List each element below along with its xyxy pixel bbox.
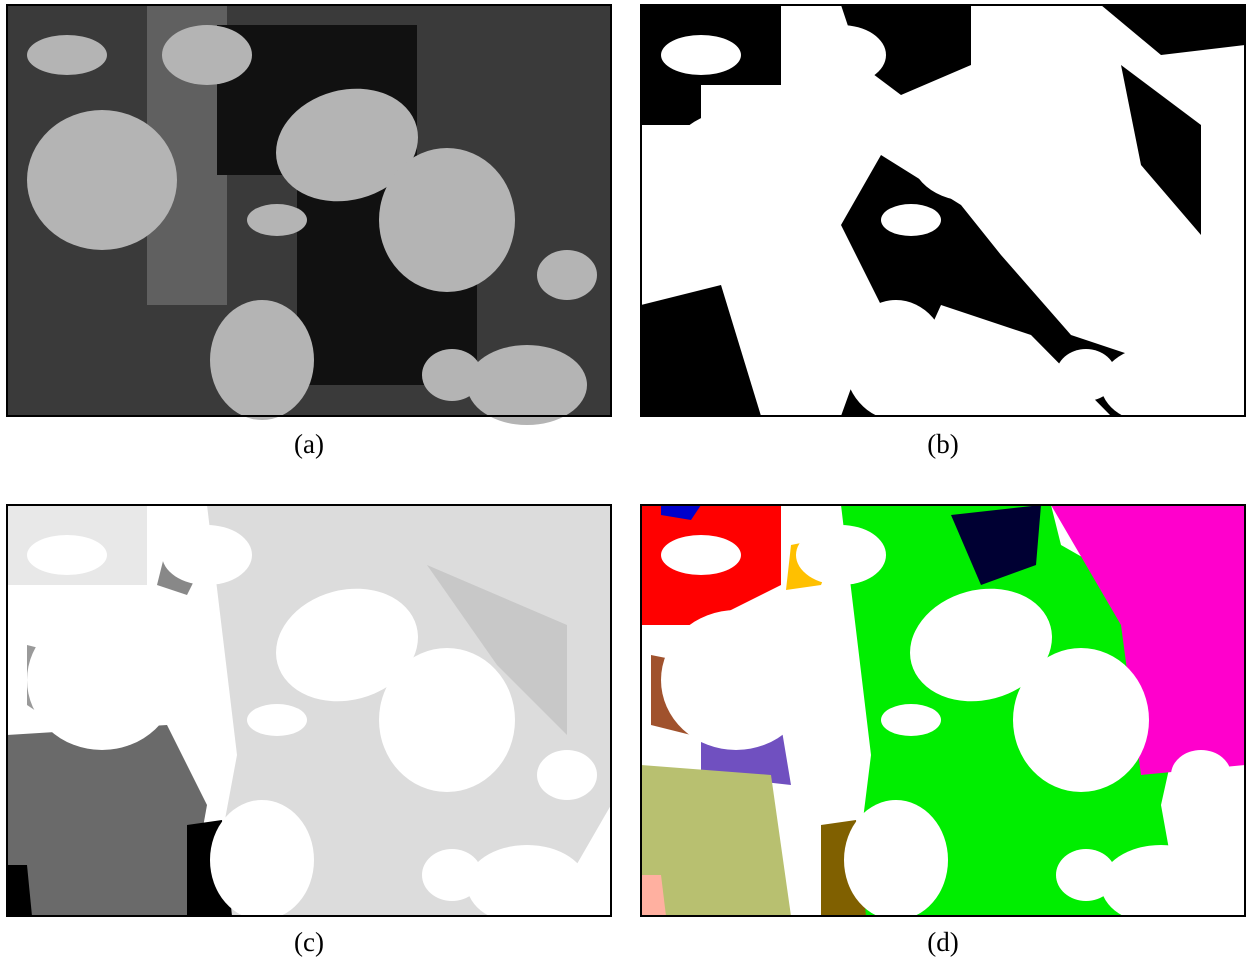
panel-b xyxy=(641,5,1245,425)
figure: (a) (b) (c) (d) xyxy=(0,0,1248,964)
panel-caption: (a) xyxy=(294,429,324,459)
panel-d xyxy=(641,505,1245,925)
panel-caption: (b) xyxy=(927,429,958,459)
figure-canvas: (a) (b) (c) (d) xyxy=(0,0,1248,964)
panel-caption: (c) xyxy=(294,927,324,957)
panel-caption: (d) xyxy=(927,927,958,957)
panel-c xyxy=(7,505,611,925)
panel-a xyxy=(7,5,611,425)
